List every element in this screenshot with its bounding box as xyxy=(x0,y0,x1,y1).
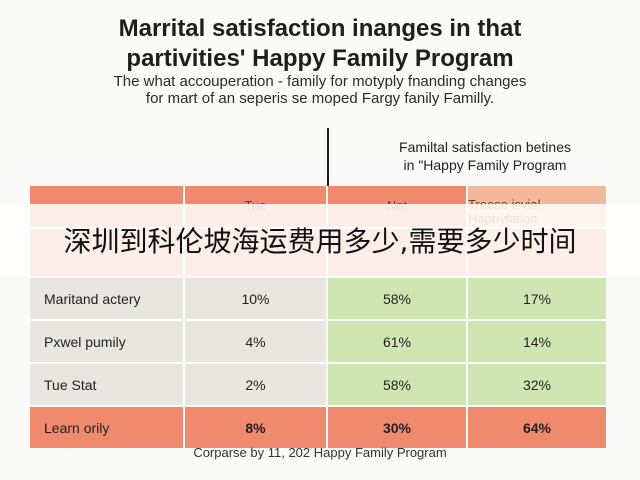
row-label: Tue Stat xyxy=(30,364,185,407)
table-cell: 10% xyxy=(185,278,328,321)
subtitle-line-2: for mart of an seperis se moped Fargy fa… xyxy=(145,90,495,107)
row-label: Maritand actery xyxy=(30,278,185,321)
table-cell: 61% xyxy=(328,321,468,364)
overlay-banner: 深圳到科伦坡海运费用多少,需要多少时间 xyxy=(0,204,640,276)
column-group-header: Familtal satisfaction betines in "Happy … xyxy=(340,138,630,174)
table-cell: 32% xyxy=(468,364,608,407)
table-cell: 14% xyxy=(468,321,608,364)
title-line-2: partivities' Happy Family Program xyxy=(126,45,514,72)
table-row: Pxwel pumily 4% 61% 14% xyxy=(30,321,608,364)
table-row: Tue Stat 2% 58% 32% xyxy=(30,364,608,407)
table-cell: 17% xyxy=(468,278,608,321)
table-row: Learn orily 8% 30% 64% xyxy=(30,407,608,450)
divider-line xyxy=(327,128,329,208)
table-cell: 58% xyxy=(328,364,468,407)
page-subtitle: The what accouperation - family for moty… xyxy=(0,73,640,107)
table-cell: 64% xyxy=(468,407,608,450)
table-cell: 58% xyxy=(328,278,468,321)
title-line-1: Marrital satisfaction inanges in that xyxy=(118,15,522,42)
table-cell: 8% xyxy=(185,407,328,450)
page-title: Marrital satisfaction inanges in that pa… xyxy=(0,14,640,74)
table-cell: 4% xyxy=(185,321,328,364)
column-header-line-2: in "Happy Family Program xyxy=(403,157,567,173)
table-cell: 30% xyxy=(328,407,468,450)
column-header-line-1: Familtal satisfaction betines xyxy=(399,139,571,155)
table-row: Maritand actery 10% 58% 17% xyxy=(30,278,608,321)
footer-caption: Corparse by 11, 202 Happy Family Program xyxy=(193,445,447,460)
subtitle-line-1: The what accouperation - family for moty… xyxy=(113,73,527,90)
table-cell: 2% xyxy=(185,364,328,407)
row-label: Learn orily xyxy=(30,407,185,450)
row-label: Pxwel pumily xyxy=(30,321,185,364)
